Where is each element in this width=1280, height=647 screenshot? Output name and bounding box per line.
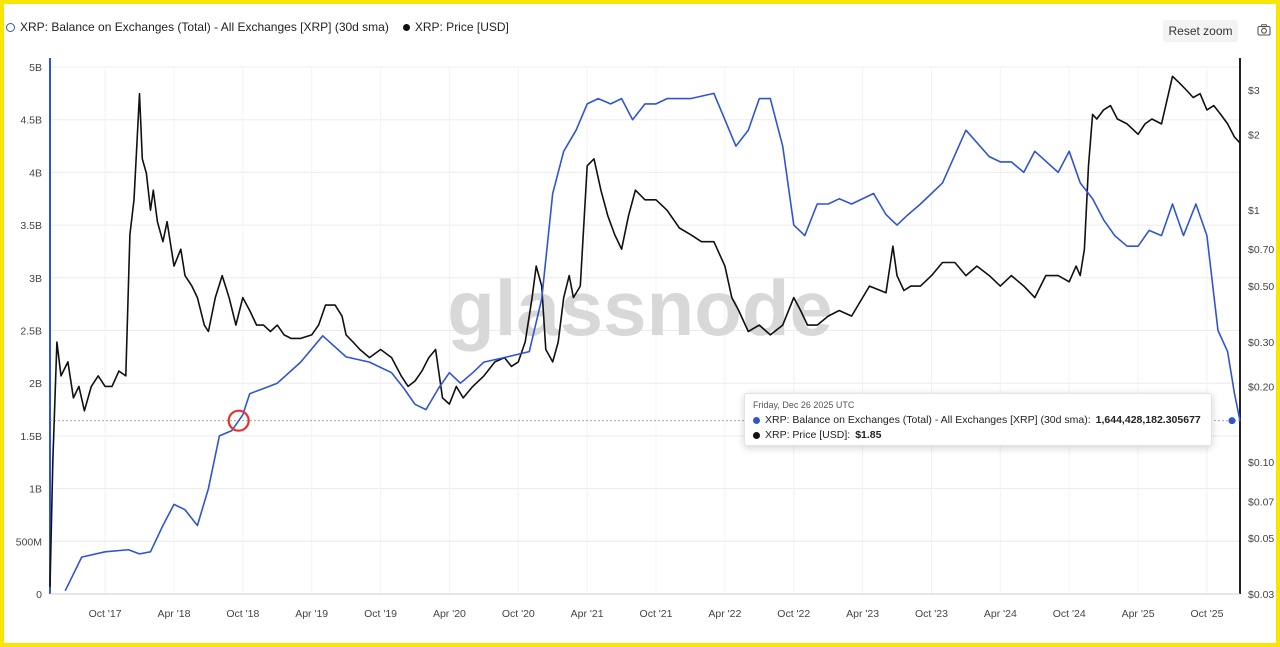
legend-label-price: XRP: Price [USD] bbox=[414, 20, 509, 34]
legend-item-balance[interactable]: XRP: Balance on Exchanges (Total) - All … bbox=[6, 20, 389, 34]
x-axis-tick-label: Apr '18 bbox=[157, 608, 190, 620]
left-axis-tick-label: 3.5B bbox=[20, 220, 42, 232]
reset-zoom-button[interactable]: Reset zoom bbox=[1163, 20, 1238, 42]
tooltip-price-label: XRP: Price [USD]: bbox=[765, 429, 851, 441]
right-axis-ticks: $0.03 $0.05 $0.07 $0.10 $0.20 $0.30 $0.50 $0.70… bbox=[1248, 85, 1274, 601]
right-axis-tick-label: $0.70 bbox=[1248, 244, 1274, 256]
left-axis-tick-label: 2.5B bbox=[20, 326, 42, 338]
right-axis-tick-label: $0.20 bbox=[1248, 381, 1274, 393]
hover-point bbox=[1228, 417, 1236, 425]
x-axis-tick-label: Oct '24 bbox=[1053, 608, 1086, 620]
left-axis-tick-label: 5B bbox=[29, 62, 42, 74]
tooltip-balance-value: 1,644,428,182.305677 bbox=[1095, 414, 1201, 426]
highlight-circle bbox=[227, 409, 250, 432]
x-axis-tick-label: Oct '25 bbox=[1190, 608, 1223, 620]
right-axis-tick-label: $3 bbox=[1248, 85, 1260, 97]
left-axis-tick-label: 4.5B bbox=[20, 115, 42, 127]
x-axis-tick-label: Apr '23 bbox=[846, 608, 879, 620]
tooltip-dot-balance bbox=[753, 416, 760, 424]
axes bbox=[49, 58, 1241, 595]
x-axis-tick-label: Apr '22 bbox=[708, 608, 741, 620]
x-axis-tick-label: Oct '18 bbox=[226, 608, 259, 620]
tooltip-row-price: XRP: Price [USD]: $1.85 bbox=[753, 429, 1203, 441]
tooltip-row-balance: XRP: Balance on Exchanges (Total) - All … bbox=[753, 414, 1203, 426]
x-axis-tick-label: Oct '22 bbox=[777, 608, 810, 620]
right-axis-tick-label: $0.03 bbox=[1248, 589, 1274, 601]
tooltip-dot-price bbox=[753, 431, 760, 439]
x-axis-tick-label: Apr '24 bbox=[984, 608, 1017, 620]
x-axis-tick-label: Apr '20 bbox=[433, 608, 466, 620]
left-axis-tick-label: 500M bbox=[16, 536, 42, 548]
left-axis-tick-label: 0 bbox=[36, 589, 42, 601]
legend-item-price[interactable]: XRP: Price [USD] bbox=[402, 20, 509, 34]
x-axis-tick-label: Apr '19 bbox=[295, 608, 328, 620]
left-axis-ticks: 0 500M 1B 1.5B 2B 2.5B 3B 3.5B 4B 4.5B 5B bbox=[16, 62, 42, 601]
right-axis-tick-label: $0.30 bbox=[1248, 337, 1274, 349]
tooltip-date: Friday, Dec 26 2025 UTC bbox=[753, 400, 855, 410]
right-axis-tick-label: $0.07 bbox=[1248, 496, 1274, 508]
legend-label-balance: XRP: Balance on Exchanges (Total) - All … bbox=[20, 20, 389, 34]
camera-icon[interactable] bbox=[1257, 23, 1271, 37]
left-axis-tick-label: 2B bbox=[29, 378, 42, 390]
x-axis-tick-label: Apr '21 bbox=[571, 608, 604, 620]
right-axis-tick-label: $0.05 bbox=[1248, 533, 1274, 545]
right-axis-tick-label: $2 bbox=[1248, 129, 1260, 141]
price-series-line bbox=[49, 75, 1241, 587]
legend-dot-price bbox=[402, 23, 410, 31]
right-axis-tick-label: $0.10 bbox=[1248, 457, 1274, 469]
x-axis-tick-label: Oct '20 bbox=[502, 608, 535, 620]
balance-series-line bbox=[64, 92, 1241, 592]
right-axis-tick-label: $0.50 bbox=[1248, 281, 1274, 293]
watermark: glassnode bbox=[447, 264, 833, 352]
tooltip-price-value: $1.85 bbox=[855, 429, 882, 441]
left-axis-tick-label: 4B bbox=[29, 167, 42, 179]
left-axis-tick-label: 1.5B bbox=[20, 431, 42, 443]
x-axis-ticks: Oct '17 Apr '18 Oct '18 Apr '19 Oct '19 Apr '… bbox=[89, 608, 1224, 620]
x-axis-tick-label: Oct '19 bbox=[364, 608, 397, 620]
left-axis-tick-label: 1B bbox=[29, 484, 42, 496]
x-axis-tick-label: Oct '23 bbox=[915, 608, 948, 620]
x-axis-tick-label: Oct '17 bbox=[89, 608, 122, 620]
right-axis-tick-label: $1 bbox=[1248, 205, 1260, 217]
legend-dot-balance bbox=[6, 22, 15, 32]
legend: XRP: Balance on Exchanges (Total) - All … bbox=[6, 20, 509, 34]
tooltip-balance-label: XRP: Balance on Exchanges (Total) - All … bbox=[765, 414, 1091, 426]
x-axis-tick-label: Oct '21 bbox=[640, 608, 673, 620]
left-axis-tick-label: 3B bbox=[29, 273, 42, 285]
x-axis-tick-label: Apr '25 bbox=[1122, 608, 1155, 620]
tooltip: Friday, Dec 26 2025 UTC XRP: Balance on … bbox=[744, 393, 1212, 446]
